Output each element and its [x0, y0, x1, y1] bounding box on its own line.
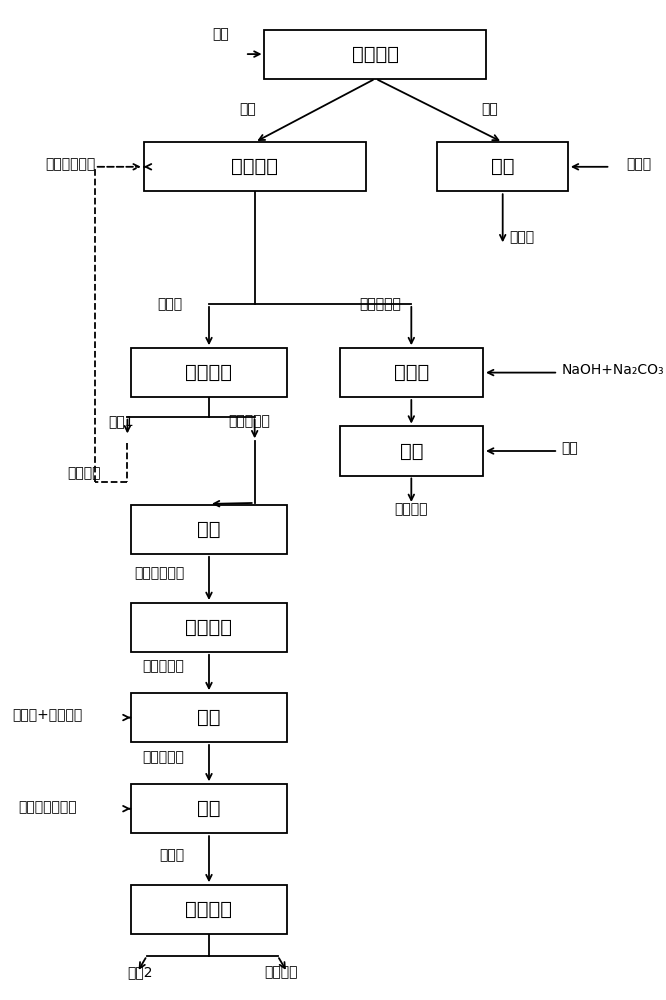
Text: 除钼液: 除钼液 — [159, 848, 184, 862]
Text: 钛渣: 钛渣 — [482, 102, 498, 116]
Text: 含钨液: 含钨液 — [158, 297, 183, 311]
Text: 氨沉: 氨沉 — [197, 708, 220, 727]
Bar — [131, 885, 287, 934]
Text: 碱液回收: 碱液回收 — [67, 467, 101, 481]
Text: 碱液: 碱液 — [212, 27, 228, 41]
Text: 钨酸铵溶液: 钨酸铵溶液 — [143, 750, 184, 764]
Text: 偏钒酸铵: 偏钒酸铵 — [394, 502, 428, 516]
Bar — [340, 348, 483, 397]
Bar — [131, 348, 287, 397]
Text: 滤液: 滤液 — [240, 102, 256, 116]
Text: 高钛粉: 高钛粉 — [509, 230, 534, 244]
Bar — [340, 426, 483, 476]
Text: 氯化铵+氨水溶液: 氯化铵+氨水溶液 — [12, 709, 83, 723]
Text: 二次结晶: 二次结晶 — [186, 900, 232, 919]
Text: 母液2: 母液2 — [128, 966, 153, 980]
Text: 含钒有机相: 含钒有机相 — [359, 297, 401, 311]
Text: 离子交换: 离子交换 — [186, 618, 232, 637]
Text: 仲钨酸铵: 仲钨酸铵 — [264, 966, 298, 980]
Text: 氨水: 氨水 — [561, 441, 578, 455]
Text: 钨钒萃取: 钨钒萃取 — [231, 157, 278, 176]
Text: 碱浸反应: 碱浸反应 — [352, 45, 399, 64]
Bar — [144, 142, 366, 191]
Text: 粗钨酸钠溶液: 粗钨酸钠溶液 — [134, 566, 184, 580]
Text: 氨沉: 氨沉 — [400, 442, 423, 460]
Text: 钨酸钠结晶: 钨酸钠结晶 — [228, 414, 270, 428]
Bar — [131, 603, 287, 652]
Text: 母液1: 母液1 — [108, 414, 134, 428]
Text: 钨酸铵溶液: 钨酸铵溶液 — [143, 660, 184, 674]
Text: 反萃取: 反萃取 — [394, 363, 429, 382]
Bar — [131, 784, 287, 833]
Text: 硫酸型季铵盐: 硫酸型季铵盐 — [45, 157, 96, 171]
Bar — [438, 142, 568, 191]
Bar — [264, 30, 486, 79]
Text: 稀硫酸: 稀硫酸 — [626, 157, 651, 171]
Text: NaOH+Na₂CO₃: NaOH+Na₂CO₃ — [561, 363, 664, 377]
Bar — [131, 505, 287, 554]
Text: 硫化铵和硫酸铜: 硫化铵和硫酸铜 — [18, 800, 77, 814]
Text: 水溶: 水溶 — [197, 520, 220, 539]
Bar — [131, 693, 287, 742]
Text: 一次结晶: 一次结晶 — [186, 363, 232, 382]
Text: 除钼: 除钼 — [197, 799, 220, 818]
Text: 酸解: 酸解 — [491, 157, 514, 176]
